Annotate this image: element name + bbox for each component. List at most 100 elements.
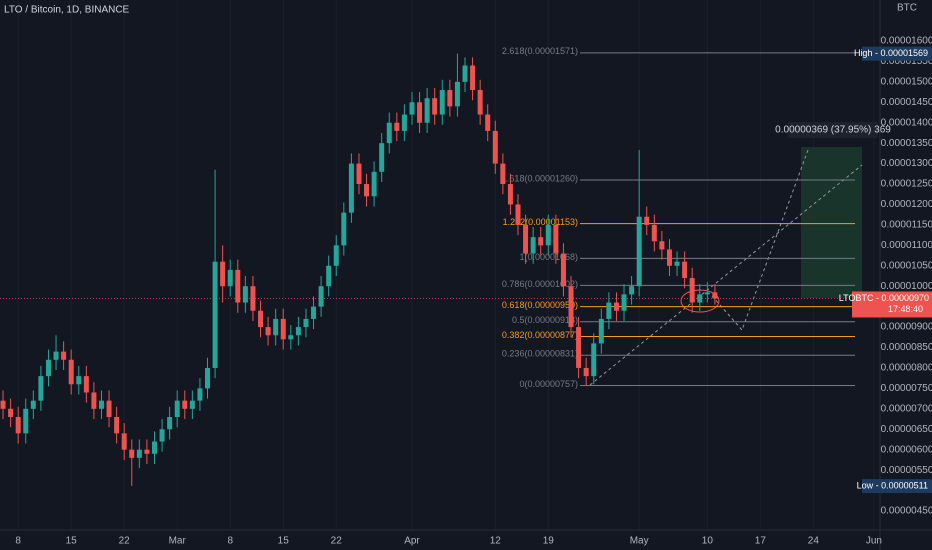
candle-body: [454, 81, 460, 107]
fibonacci: 2.618(0.00001571) 1.618(0.00001260) 1.272(…: [0, 46, 880, 389]
x-tick-label: 24: [808, 536, 820, 547]
candle-body: [439, 90, 445, 115]
candle-body: [409, 102, 415, 115]
y-tick-label: 0.00001100: [881, 240, 932, 251]
candle-body: [606, 302, 612, 319]
overlay: 0.00000369 (37.95%) 369 LTO / Bitcoin, 1…: [4, 5, 891, 138]
last-badge-label: LTOBTC - 0.00000970: [839, 293, 929, 303]
x-tick-label: May: [630, 536, 649, 547]
candle-body: [227, 269, 233, 287]
last-badge: [852, 291, 932, 318]
candle-body: [38, 376, 44, 401]
y-tick-label: 0.00001050: [881, 260, 932, 271]
fib-label: 0.786(0.00001002): [502, 279, 578, 289]
x-tick-label: 8: [227, 536, 233, 547]
candle-body: [106, 400, 112, 417]
candle-body: [242, 286, 248, 303]
candle-body: [583, 367, 589, 377]
candle-body: [591, 343, 597, 377]
x-tick-label: 17: [755, 536, 767, 547]
x-tick-label: Jun: [866, 536, 882, 547]
candle-body: [621, 294, 627, 311]
candle-body: [114, 416, 120, 434]
candle-body: [205, 367, 211, 389]
x-tick-label: 22: [119, 536, 131, 547]
candle-body: [159, 429, 165, 442]
candle-body: [636, 216, 642, 287]
trend-projection: [589, 164, 863, 386]
x-tick-label: 15: [66, 536, 78, 547]
candle-body: [30, 400, 36, 409]
candle-body: [23, 408, 29, 434]
fib-label: 0.618(0.00000950): [502, 300, 578, 310]
y-tick-label: 0.00001500: [881, 77, 932, 88]
candle-body: [432, 98, 438, 115]
candle-body: [401, 114, 407, 131]
candle-body: [651, 224, 657, 242]
candle-body: [629, 286, 635, 295]
candle-body: [212, 261, 218, 368]
fib-label: 0(0.00000757): [519, 379, 578, 389]
candle-body: [98, 400, 104, 409]
candle-body: [417, 102, 423, 123]
candle-body: [644, 216, 650, 225]
candle-body: [356, 163, 362, 185]
fib-label: 0.236(0.00000831): [502, 349, 578, 359]
candle-body: [189, 400, 195, 409]
fib-label: 1(0.00001068): [519, 252, 578, 262]
candle-body: [182, 400, 188, 409]
candles: [0, 53, 718, 487]
candle-body: [220, 261, 226, 287]
candle-body: [288, 335, 294, 340]
candle-body: [394, 122, 400, 131]
y-tick-label: 0.00000650: [881, 424, 932, 435]
candle-body: [91, 392, 97, 409]
x-tick-label: 10: [702, 536, 714, 547]
candle-body: [258, 310, 264, 328]
price-badge-label: High - 0.00001569: [854, 48, 928, 58]
y-tick-label: 0.00001000: [881, 281, 932, 292]
fib-label: 2.618(0.00001571): [502, 46, 578, 56]
candle-body: [61, 351, 67, 360]
y-tick-label: 0.00001150: [881, 220, 932, 231]
candle-body: [545, 224, 551, 246]
candle-body: [53, 351, 59, 360]
candle-body: [326, 265, 332, 287]
candle-body: [121, 433, 127, 450]
candle-body: [333, 245, 339, 266]
y-tick-label: 0.00000750: [881, 383, 932, 394]
candle-body: [477, 90, 483, 115]
candle-body: [341, 212, 347, 246]
y-tick-label: 0.00000800: [881, 363, 932, 374]
candle-body: [76, 376, 82, 385]
x-tick-label: Apr: [404, 536, 420, 547]
y-tick-label: 0.00001250: [881, 179, 932, 190]
candle-body: [470, 65, 476, 91]
y-unit: BTC: [897, 3, 917, 14]
y-tick-label: 0.00001350: [881, 138, 932, 149]
candle-body: [523, 224, 529, 254]
candle-body: [598, 318, 604, 344]
candle-body: [265, 327, 271, 336]
candle-body: [318, 286, 324, 307]
candle-body: [492, 130, 498, 164]
candle-body: [250, 286, 256, 311]
candle-body: [682, 261, 688, 279]
price-badge: [862, 479, 932, 494]
price-badge-label: Low - 0.00000511: [857, 480, 928, 490]
candle-body: [500, 163, 506, 185]
candle-body: [174, 400, 180, 417]
candle-body: [674, 261, 680, 266]
y-tick-label: 0.00001550: [881, 56, 932, 67]
candle-body: [15, 416, 21, 434]
candle-body: [197, 388, 203, 401]
candle-body: [167, 416, 173, 430]
candle-body: [462, 65, 468, 82]
candle-body: [712, 292, 718, 299]
candle-body: [666, 249, 672, 266]
candle-body: [144, 449, 150, 454]
